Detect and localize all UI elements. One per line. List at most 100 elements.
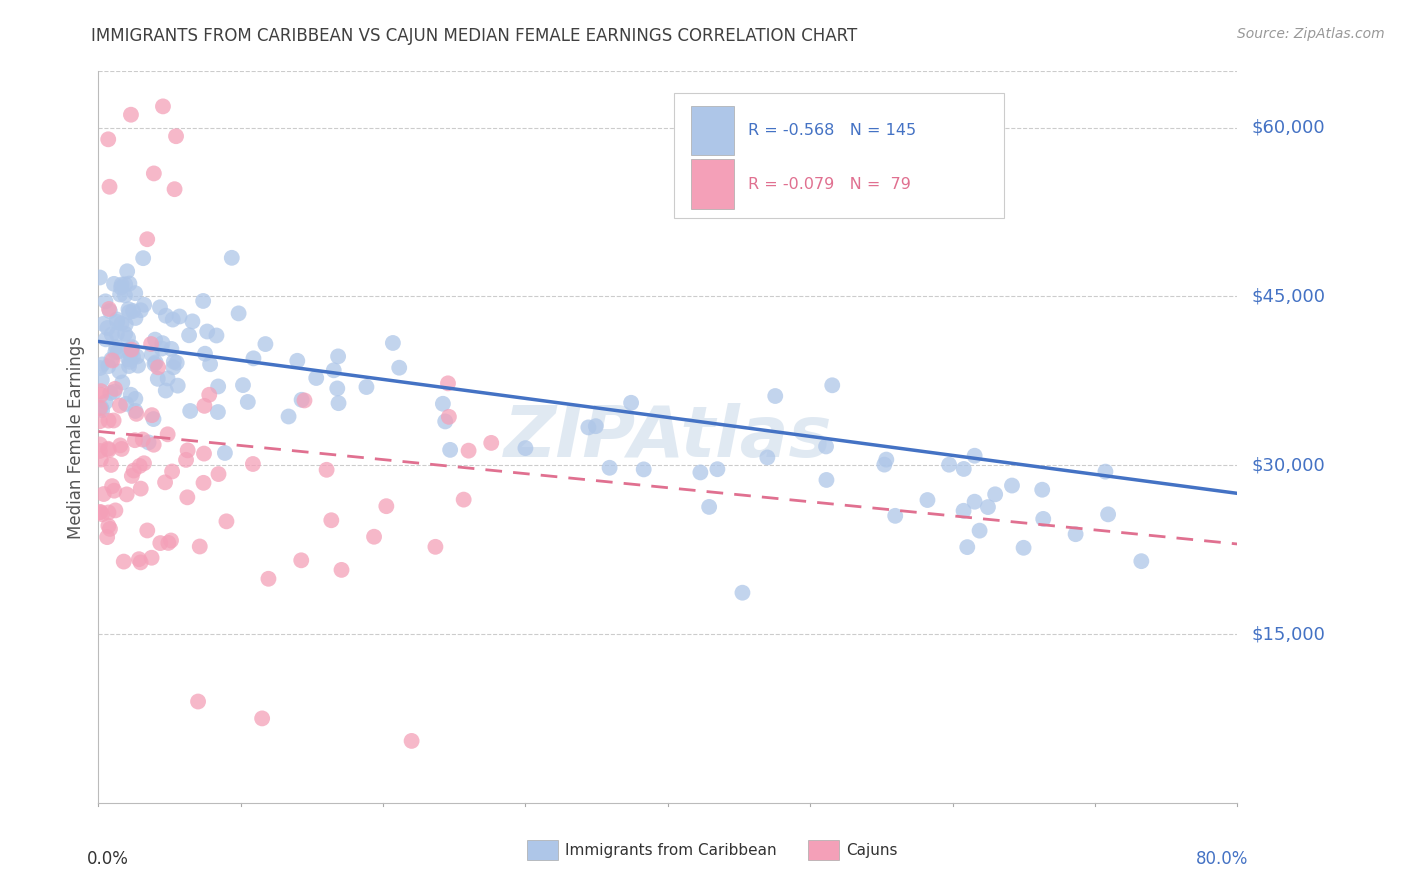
Point <box>114 318 136 332</box>
Point <box>149 536 172 550</box>
Point <box>117 352 139 367</box>
Point <box>124 433 146 447</box>
Point <box>122 304 145 318</box>
Point <box>104 503 127 517</box>
Point <box>956 540 979 554</box>
Point <box>128 458 150 473</box>
Point <box>160 342 183 356</box>
Point <box>277 409 299 424</box>
Point <box>142 166 165 180</box>
Point <box>91 317 114 331</box>
Point <box>111 376 134 390</box>
Point <box>162 360 184 375</box>
Point <box>1012 541 1035 555</box>
Point <box>114 288 136 302</box>
Text: $60,000: $60,000 <box>1251 119 1324 136</box>
Point <box>142 438 165 452</box>
Point <box>381 335 404 350</box>
Bar <box>690 106 734 155</box>
Point <box>117 331 139 345</box>
Point <box>963 494 986 508</box>
Point <box>187 694 209 708</box>
Point <box>166 378 188 392</box>
Point <box>90 373 112 387</box>
Point <box>122 463 145 477</box>
Point <box>97 301 120 316</box>
Point <box>110 438 132 452</box>
Point <box>1064 527 1087 541</box>
Point <box>103 384 125 399</box>
Point <box>89 437 111 451</box>
Point <box>1094 465 1116 479</box>
Point <box>214 446 236 460</box>
Point <box>100 327 122 342</box>
Point <box>356 380 378 394</box>
Point <box>101 353 124 368</box>
Point <box>129 555 152 569</box>
Point <box>93 487 115 501</box>
Point <box>330 563 353 577</box>
Point <box>194 347 217 361</box>
Point <box>156 427 179 442</box>
Point <box>94 294 117 309</box>
Point <box>120 343 142 357</box>
Point <box>124 310 146 325</box>
Point <box>146 372 169 386</box>
Point <box>97 132 120 146</box>
Point <box>155 309 177 323</box>
Point <box>91 507 114 521</box>
Point <box>425 540 447 554</box>
Point <box>176 491 198 505</box>
Text: R = -0.079   N =  79: R = -0.079 N = 79 <box>748 177 911 192</box>
Point <box>198 388 221 402</box>
Point <box>121 344 143 359</box>
Point <box>207 405 229 419</box>
Point <box>1001 478 1024 492</box>
Point <box>89 505 111 519</box>
Point <box>105 312 128 326</box>
Point <box>143 357 166 371</box>
Point <box>115 397 138 411</box>
Point <box>160 465 183 479</box>
Point <box>163 182 186 196</box>
Point <box>188 540 211 554</box>
Point <box>146 360 169 375</box>
Point <box>215 514 238 528</box>
Point <box>128 552 150 566</box>
Point <box>162 312 184 326</box>
Point <box>984 487 1007 501</box>
Point <box>97 414 120 428</box>
Point <box>1032 512 1054 526</box>
Point <box>176 443 198 458</box>
Point <box>285 353 308 368</box>
Point <box>873 458 896 472</box>
Point <box>138 435 160 450</box>
Point <box>136 524 159 538</box>
Point <box>145 355 167 369</box>
Point <box>388 360 411 375</box>
Point <box>90 401 112 415</box>
Point <box>1130 554 1153 568</box>
Point <box>90 505 112 519</box>
Point <box>89 361 111 376</box>
Point <box>193 447 215 461</box>
Point <box>917 493 939 508</box>
Point <box>620 396 643 410</box>
Point <box>326 350 349 364</box>
Point <box>90 388 112 402</box>
Point <box>193 399 215 413</box>
Text: $15,000: $15,000 <box>1251 625 1324 643</box>
Point <box>198 357 221 371</box>
Point <box>141 347 163 361</box>
Point <box>125 407 148 421</box>
Point <box>232 378 254 392</box>
Point <box>221 251 243 265</box>
Point <box>155 384 177 398</box>
Point <box>756 450 779 465</box>
Point <box>250 711 273 725</box>
Point <box>118 355 141 369</box>
Point <box>118 359 141 373</box>
Point <box>107 344 129 359</box>
Text: ZIPAtlas: ZIPAtlas <box>503 402 832 472</box>
Point <box>326 381 349 395</box>
